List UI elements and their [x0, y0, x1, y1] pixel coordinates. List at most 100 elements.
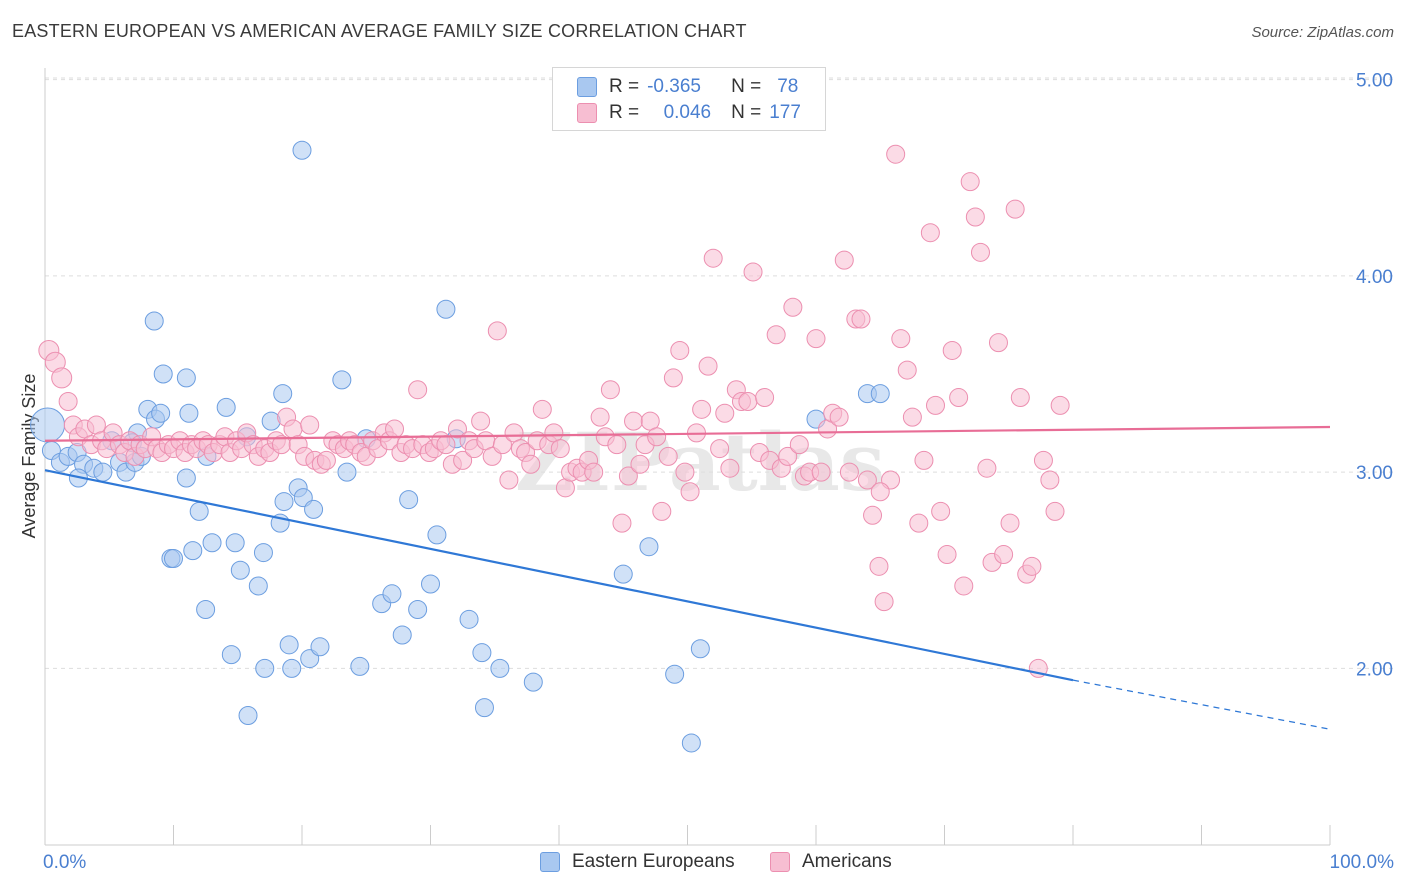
data-point — [487, 321, 507, 341]
data-point — [977, 458, 997, 478]
data-point — [937, 545, 957, 565]
data-point — [806, 329, 826, 349]
data-point — [755, 388, 775, 408]
data-point — [994, 545, 1014, 565]
r-label: R = — [609, 76, 640, 97]
y-tick-label: 2.00 — [1356, 659, 1393, 680]
data-point — [225, 533, 245, 553]
grid-lines — [45, 77, 1395, 669]
n-value: 78 — [777, 76, 799, 97]
data-point — [839, 462, 859, 482]
data-point — [954, 576, 974, 596]
data-point — [902, 407, 922, 427]
data-point — [385, 419, 405, 439]
data-point — [216, 397, 236, 417]
y-tick-label: 4.00 — [1356, 267, 1393, 288]
data-point — [710, 439, 730, 459]
data-point — [183, 541, 203, 561]
data-point — [238, 705, 258, 725]
data-point — [392, 625, 412, 645]
correlation-legend: R = -0.365 N = 78 R = 0.046 N = 177 — [552, 67, 826, 131]
data-point — [613, 564, 633, 584]
data-point — [304, 499, 324, 519]
n-label: N = — [731, 76, 762, 97]
data-point — [869, 556, 889, 576]
y-tick-label: 5.00 — [1356, 71, 1393, 92]
data-point — [179, 403, 199, 423]
data-point — [612, 513, 632, 533]
data-point — [698, 356, 718, 376]
data-point — [942, 340, 962, 360]
data-point — [144, 311, 164, 331]
data-point — [670, 340, 690, 360]
data-point — [300, 415, 320, 435]
data-point — [58, 391, 78, 411]
data-point — [863, 505, 883, 525]
legend-label: Americans — [802, 851, 892, 872]
data-point — [931, 501, 951, 521]
source-label: Source: ZipAtlas.com — [1251, 24, 1394, 41]
data-point — [447, 419, 467, 439]
data-point — [248, 576, 268, 596]
blue-swatch — [577, 77, 597, 97]
data-point — [665, 664, 685, 684]
data-point — [1010, 388, 1030, 408]
data-point — [681, 733, 701, 753]
trend-line-americans — [44, 425, 1331, 442]
data-point — [472, 643, 492, 663]
n-label: N = — [731, 102, 762, 123]
data-point — [960, 172, 980, 192]
legend-row-eastern-europeans: R = -0.365 N = 78 — [577, 75, 798, 99]
data-point — [1040, 470, 1060, 490]
data-point — [490, 658, 510, 678]
data-point — [230, 560, 250, 580]
data-point — [783, 297, 803, 317]
data-point — [663, 368, 683, 388]
data-point — [153, 364, 173, 384]
data-point — [1005, 199, 1025, 219]
data-point — [436, 435, 456, 455]
data-point — [408, 600, 428, 619]
data-point — [743, 262, 763, 282]
data-point — [196, 600, 216, 619]
data-point — [692, 399, 712, 419]
pink-swatch — [577, 103, 597, 123]
data-point — [690, 639, 710, 659]
data-point — [618, 466, 638, 486]
trend-line-eastern-europeans — [44, 469, 1074, 682]
data-point — [834, 250, 854, 270]
data-point — [399, 490, 419, 510]
data-point — [427, 525, 447, 545]
data-point — [550, 439, 570, 459]
data-point — [920, 223, 940, 243]
r-value: 0.046 — [663, 102, 712, 123]
data-point — [521, 454, 541, 474]
data-point — [292, 140, 312, 160]
data-point — [1045, 501, 1065, 521]
data-point — [332, 370, 352, 390]
series-eastern-europeans — [30, 140, 890, 753]
data-point — [607, 435, 627, 455]
data-point — [382, 584, 402, 604]
data-point — [202, 533, 222, 553]
legend-label: Eastern Europeans — [572, 851, 735, 872]
data-point — [703, 248, 723, 268]
data-point — [151, 403, 171, 423]
data-point — [1033, 450, 1053, 470]
blue-swatch — [540, 852, 560, 872]
data-point — [778, 446, 798, 466]
r-label: R = — [609, 102, 640, 123]
data-point — [715, 403, 735, 423]
data-point — [909, 513, 929, 533]
data-point — [639, 537, 659, 557]
data-point — [474, 698, 494, 718]
series-americans — [38, 144, 1070, 678]
data-point — [647, 427, 667, 447]
data-point — [30, 407, 66, 443]
data-point — [408, 380, 428, 400]
x-tick-label-min: 0.0% — [43, 852, 87, 873]
y-axis-label: Average Family Size — [19, 374, 39, 539]
data-point — [523, 672, 543, 692]
data-point — [766, 325, 786, 345]
